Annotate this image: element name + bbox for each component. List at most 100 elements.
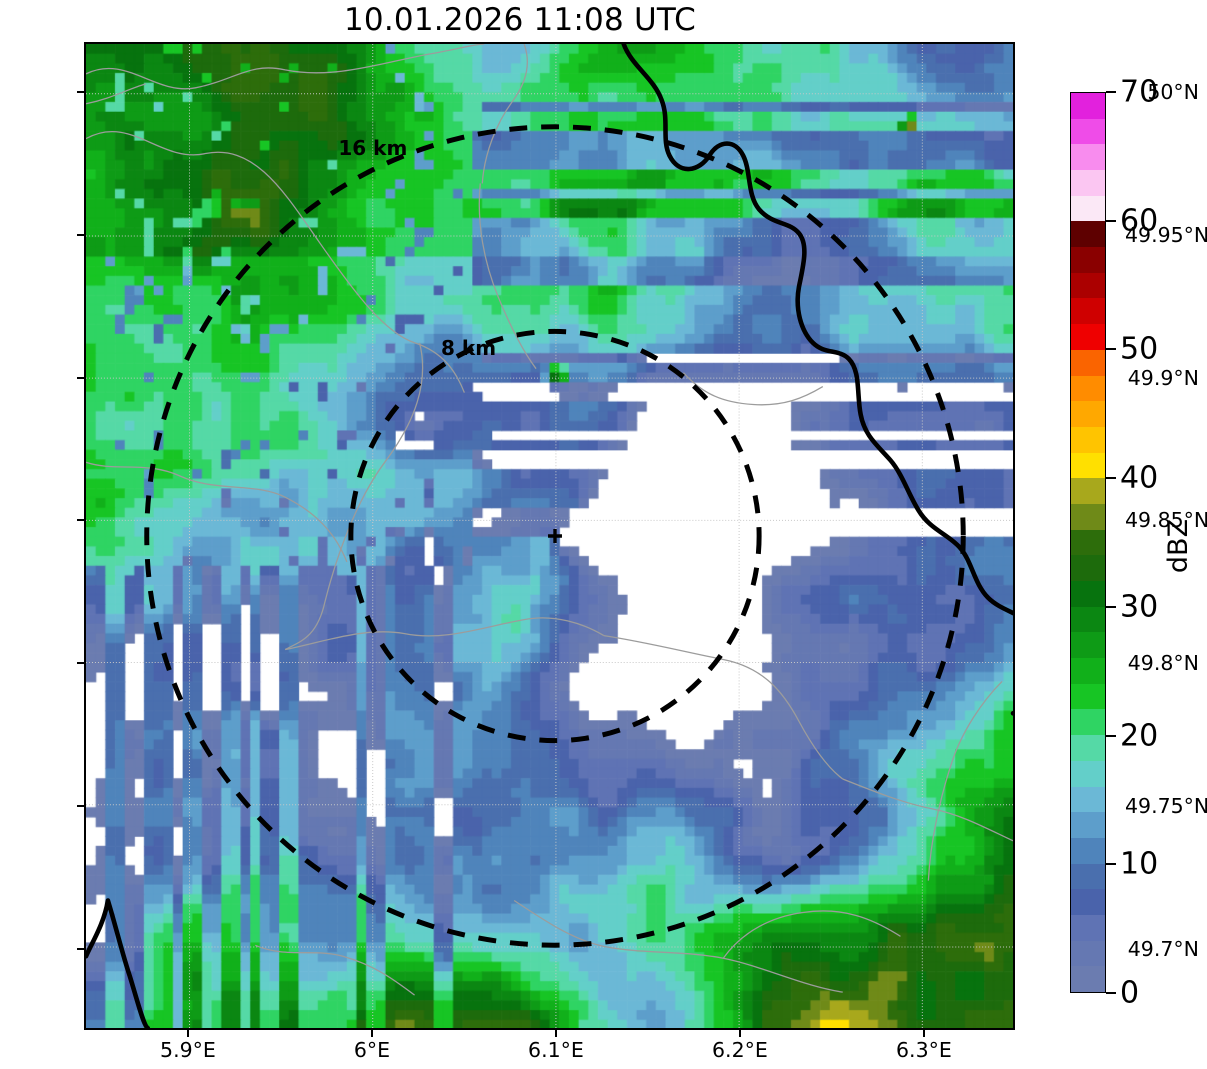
x-axis-tick-label: 6.2°E: [712, 1038, 768, 1062]
colorbar-band: [1071, 812, 1105, 838]
colorbar-band: [1071, 760, 1105, 787]
x-axis-tick-mark: [554, 1030, 557, 1037]
map-admin-line: [86, 83, 146, 105]
map-admin-line: [86, 44, 485, 90]
x-axis-tick-label: 5.9°E: [160, 1038, 216, 1062]
page-title: 10.01.2026 11:08 UTC: [344, 2, 696, 38]
colorbar-tick-mark: [1106, 348, 1116, 351]
colorbar-band: [1071, 92, 1105, 119]
colorbar-tick-label: 40: [1120, 460, 1159, 496]
colorbar-band: [1071, 452, 1105, 479]
y-axis-tick-mark: [77, 662, 84, 665]
colorbar-tick-label: 0: [1120, 975, 1140, 1011]
colorbar-band: [1071, 606, 1105, 633]
y-axis-tick-label: 49.85°N: [1125, 508, 1207, 533]
colorbar-gradient: [1070, 92, 1106, 993]
map-admin-line: [513, 899, 843, 993]
map-admin-line: [285, 617, 605, 651]
radar-plot-area[interactable]: [84, 42, 1015, 1030]
y-axis-tick-label: 49.7°N: [1127, 936, 1199, 961]
map-admin-line: [478, 183, 537, 370]
map-admin-line: [842, 778, 1013, 842]
colorbar-tick-mark: [1106, 863, 1116, 866]
colorbar-tick-mark: [1106, 734, 1116, 737]
colorbar-band: [1071, 837, 1105, 864]
colorbar-band: [1071, 247, 1105, 273]
colorbar-tick-label: 60: [1120, 203, 1159, 239]
country-border-southwest: [86, 898, 151, 1028]
map-admin-line: [481, 44, 528, 184]
map-admin-line: [927, 680, 1003, 881]
x-axis-tick-mark: [922, 1030, 925, 1037]
colorbar-tick-mark: [1106, 219, 1116, 222]
colorbar-tick-mark: [1106, 605, 1116, 608]
colorbar-band: [1071, 581, 1105, 607]
colorbar[interactable]: [1070, 92, 1106, 993]
y-axis-tick-label: 50°N: [1147, 79, 1199, 104]
range-ring-16km: [144, 124, 966, 948]
country-border: [621, 44, 1013, 716]
map-admin-line: [255, 944, 415, 996]
range-ring-label-8km: 8 km: [441, 335, 497, 360]
range-ring-8km: [348, 328, 762, 744]
colorbar-tick-label: 50: [1120, 331, 1159, 367]
colorbar-tick-label: 10: [1120, 846, 1159, 882]
colorbar-band: [1071, 298, 1105, 325]
colorbar-band: [1071, 349, 1105, 376]
x-axis-tick-mark: [738, 1030, 741, 1037]
colorbar-band: [1071, 966, 1105, 992]
x-axis-tick-mark: [186, 1030, 189, 1037]
colorbar-band: [1071, 221, 1105, 248]
colorbar-band: [1071, 863, 1105, 890]
y-axis-tick-label: 49.75°N: [1125, 793, 1207, 818]
colorbar-band: [1071, 632, 1105, 659]
colorbar-band: [1071, 503, 1105, 530]
y-axis-tick-label: 49.8°N: [1127, 651, 1199, 676]
colorbar-band: [1071, 144, 1105, 170]
map-admin-line: [603, 634, 844, 780]
x-axis-tick-label: 6.1°E: [528, 1038, 584, 1062]
map-admin-line: [86, 131, 465, 393]
colorbar-band: [1071, 426, 1105, 453]
colorbar-band: [1071, 401, 1105, 427]
colorbar-tick-label: 70: [1120, 74, 1159, 110]
y-axis-tick-mark: [77, 519, 84, 522]
x-axis-tick-label: 6°E: [353, 1038, 391, 1062]
colorbar-band: [1071, 118, 1105, 145]
y-axis-tick-mark: [77, 90, 84, 93]
map-admin-line: [722, 910, 901, 959]
colorbar-tick-label: 20: [1120, 718, 1159, 754]
y-axis-tick-mark: [77, 376, 84, 379]
colorbar-band: [1071, 555, 1105, 581]
y-axis-tick-mark: [77, 233, 84, 236]
colorbar-band: [1071, 735, 1105, 761]
x-axis-tick-mark: [370, 1030, 373, 1037]
colorbar-band: [1071, 170, 1105, 196]
range-ring-label-16km: 16 km: [338, 135, 408, 160]
colorbar-tick-mark: [1106, 91, 1116, 93]
colorbar-band: [1071, 940, 1105, 967]
y-axis-tick-mark: [77, 804, 84, 807]
map-admin-line: [682, 372, 824, 406]
y-axis-tick-label: 49.9°N: [1127, 365, 1199, 390]
y-axis: [0, 0, 84, 1069]
radar-site-marker: [548, 529, 562, 543]
colorbar-band: [1071, 709, 1105, 736]
colorbar-band: [1071, 195, 1105, 222]
colorbar-tick-mark: [1106, 477, 1116, 480]
map-overlay: [86, 44, 1013, 1028]
x-axis-tick-label: 6.3°E: [896, 1038, 952, 1062]
y-axis-tick-label: 49.95°N: [1125, 222, 1207, 247]
y-axis-tick-mark: [77, 947, 84, 950]
colorbar-band: [1071, 529, 1105, 556]
colorbar-tick-label: 30: [1120, 589, 1159, 625]
colorbar-band: [1071, 375, 1105, 402]
map-admin-line: [86, 461, 348, 563]
colorbar-band: [1071, 786, 1105, 813]
colorbar-band: [1071, 658, 1105, 684]
colorbar-band: [1071, 324, 1105, 350]
colorbar-band: [1071, 478, 1105, 504]
colorbar-band: [1071, 914, 1105, 941]
map-admin-line: [284, 342, 424, 651]
colorbar-tick-mark: [1106, 992, 1116, 994]
